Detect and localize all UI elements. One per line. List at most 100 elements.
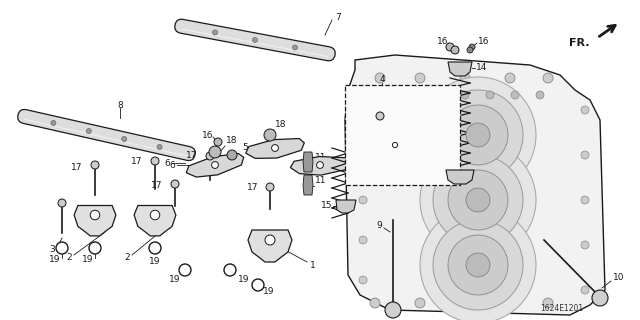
Circle shape — [90, 210, 100, 220]
Circle shape — [58, 199, 66, 207]
Text: 18: 18 — [275, 120, 287, 129]
Text: 9: 9 — [376, 220, 382, 229]
Polygon shape — [336, 200, 356, 213]
Text: 17: 17 — [131, 157, 142, 166]
Circle shape — [461, 91, 469, 99]
Circle shape — [271, 145, 278, 151]
Circle shape — [91, 161, 99, 169]
Polygon shape — [303, 152, 313, 172]
Circle shape — [212, 30, 218, 35]
Text: 16: 16 — [436, 36, 448, 45]
Circle shape — [376, 112, 384, 120]
Text: 8: 8 — [117, 100, 123, 109]
Circle shape — [206, 152, 214, 160]
Circle shape — [122, 137, 127, 141]
Circle shape — [433, 220, 523, 310]
Text: 16: 16 — [214, 156, 225, 164]
Circle shape — [209, 146, 221, 158]
Circle shape — [89, 242, 101, 254]
Polygon shape — [448, 62, 472, 76]
Circle shape — [581, 106, 589, 114]
Circle shape — [466, 253, 490, 277]
Circle shape — [359, 276, 367, 284]
Polygon shape — [248, 230, 292, 262]
Circle shape — [375, 73, 385, 83]
Polygon shape — [372, 139, 418, 153]
Text: 1624E1201: 1624E1201 — [540, 304, 583, 313]
Circle shape — [581, 196, 589, 204]
Text: 15: 15 — [476, 172, 488, 180]
Text: 12: 12 — [474, 117, 485, 126]
Circle shape — [171, 180, 179, 188]
Circle shape — [466, 188, 490, 212]
Circle shape — [392, 142, 397, 148]
Circle shape — [420, 142, 536, 258]
Circle shape — [451, 46, 459, 54]
Circle shape — [448, 105, 508, 165]
Text: 11: 11 — [315, 153, 326, 162]
Circle shape — [536, 91, 544, 99]
Text: 15: 15 — [321, 202, 332, 211]
Text: 14: 14 — [476, 63, 488, 73]
Circle shape — [224, 264, 236, 276]
Polygon shape — [134, 205, 176, 236]
Text: 13: 13 — [355, 178, 367, 187]
Circle shape — [317, 162, 323, 168]
Circle shape — [441, 91, 449, 99]
Text: 6: 6 — [164, 158, 170, 167]
Polygon shape — [246, 139, 304, 158]
Text: 2: 2 — [67, 253, 72, 262]
Text: 19: 19 — [83, 255, 93, 265]
Circle shape — [385, 302, 401, 318]
Polygon shape — [74, 205, 116, 236]
Circle shape — [391, 91, 399, 99]
Text: 19: 19 — [49, 255, 61, 265]
Circle shape — [446, 43, 454, 51]
Text: 11: 11 — [420, 161, 431, 170]
Text: 17: 17 — [70, 164, 82, 172]
Circle shape — [420, 77, 536, 193]
Circle shape — [581, 286, 589, 294]
Circle shape — [266, 183, 274, 191]
Circle shape — [253, 37, 257, 43]
Text: 17: 17 — [186, 150, 197, 159]
Circle shape — [150, 210, 160, 220]
Circle shape — [543, 73, 553, 83]
Text: 2: 2 — [124, 253, 130, 262]
Circle shape — [467, 47, 473, 53]
Circle shape — [359, 156, 367, 164]
Circle shape — [359, 196, 367, 204]
Circle shape — [265, 235, 275, 245]
Circle shape — [151, 157, 159, 165]
Circle shape — [359, 236, 367, 244]
Circle shape — [420, 207, 536, 320]
FancyBboxPatch shape — [18, 109, 195, 161]
Text: 6: 6 — [169, 161, 175, 170]
Circle shape — [252, 279, 264, 291]
Circle shape — [292, 45, 298, 50]
Text: 19: 19 — [149, 258, 161, 267]
Circle shape — [592, 290, 608, 306]
Circle shape — [415, 73, 425, 83]
Text: FR.: FR. — [570, 38, 590, 48]
Circle shape — [460, 298, 470, 308]
Text: 7: 7 — [335, 12, 340, 21]
Circle shape — [460, 73, 470, 83]
Text: 18: 18 — [226, 136, 237, 145]
Circle shape — [264, 129, 276, 141]
Circle shape — [469, 44, 475, 50]
Circle shape — [51, 121, 56, 125]
Circle shape — [86, 129, 92, 133]
Text: 16: 16 — [478, 36, 490, 45]
Text: 1: 1 — [310, 260, 316, 269]
Circle shape — [511, 91, 519, 99]
Polygon shape — [345, 55, 605, 315]
Circle shape — [543, 298, 553, 308]
Circle shape — [433, 155, 523, 245]
Circle shape — [227, 150, 237, 160]
Circle shape — [212, 162, 218, 168]
Text: 3: 3 — [49, 245, 55, 254]
Polygon shape — [303, 175, 313, 195]
Circle shape — [581, 151, 589, 159]
Circle shape — [214, 138, 222, 146]
